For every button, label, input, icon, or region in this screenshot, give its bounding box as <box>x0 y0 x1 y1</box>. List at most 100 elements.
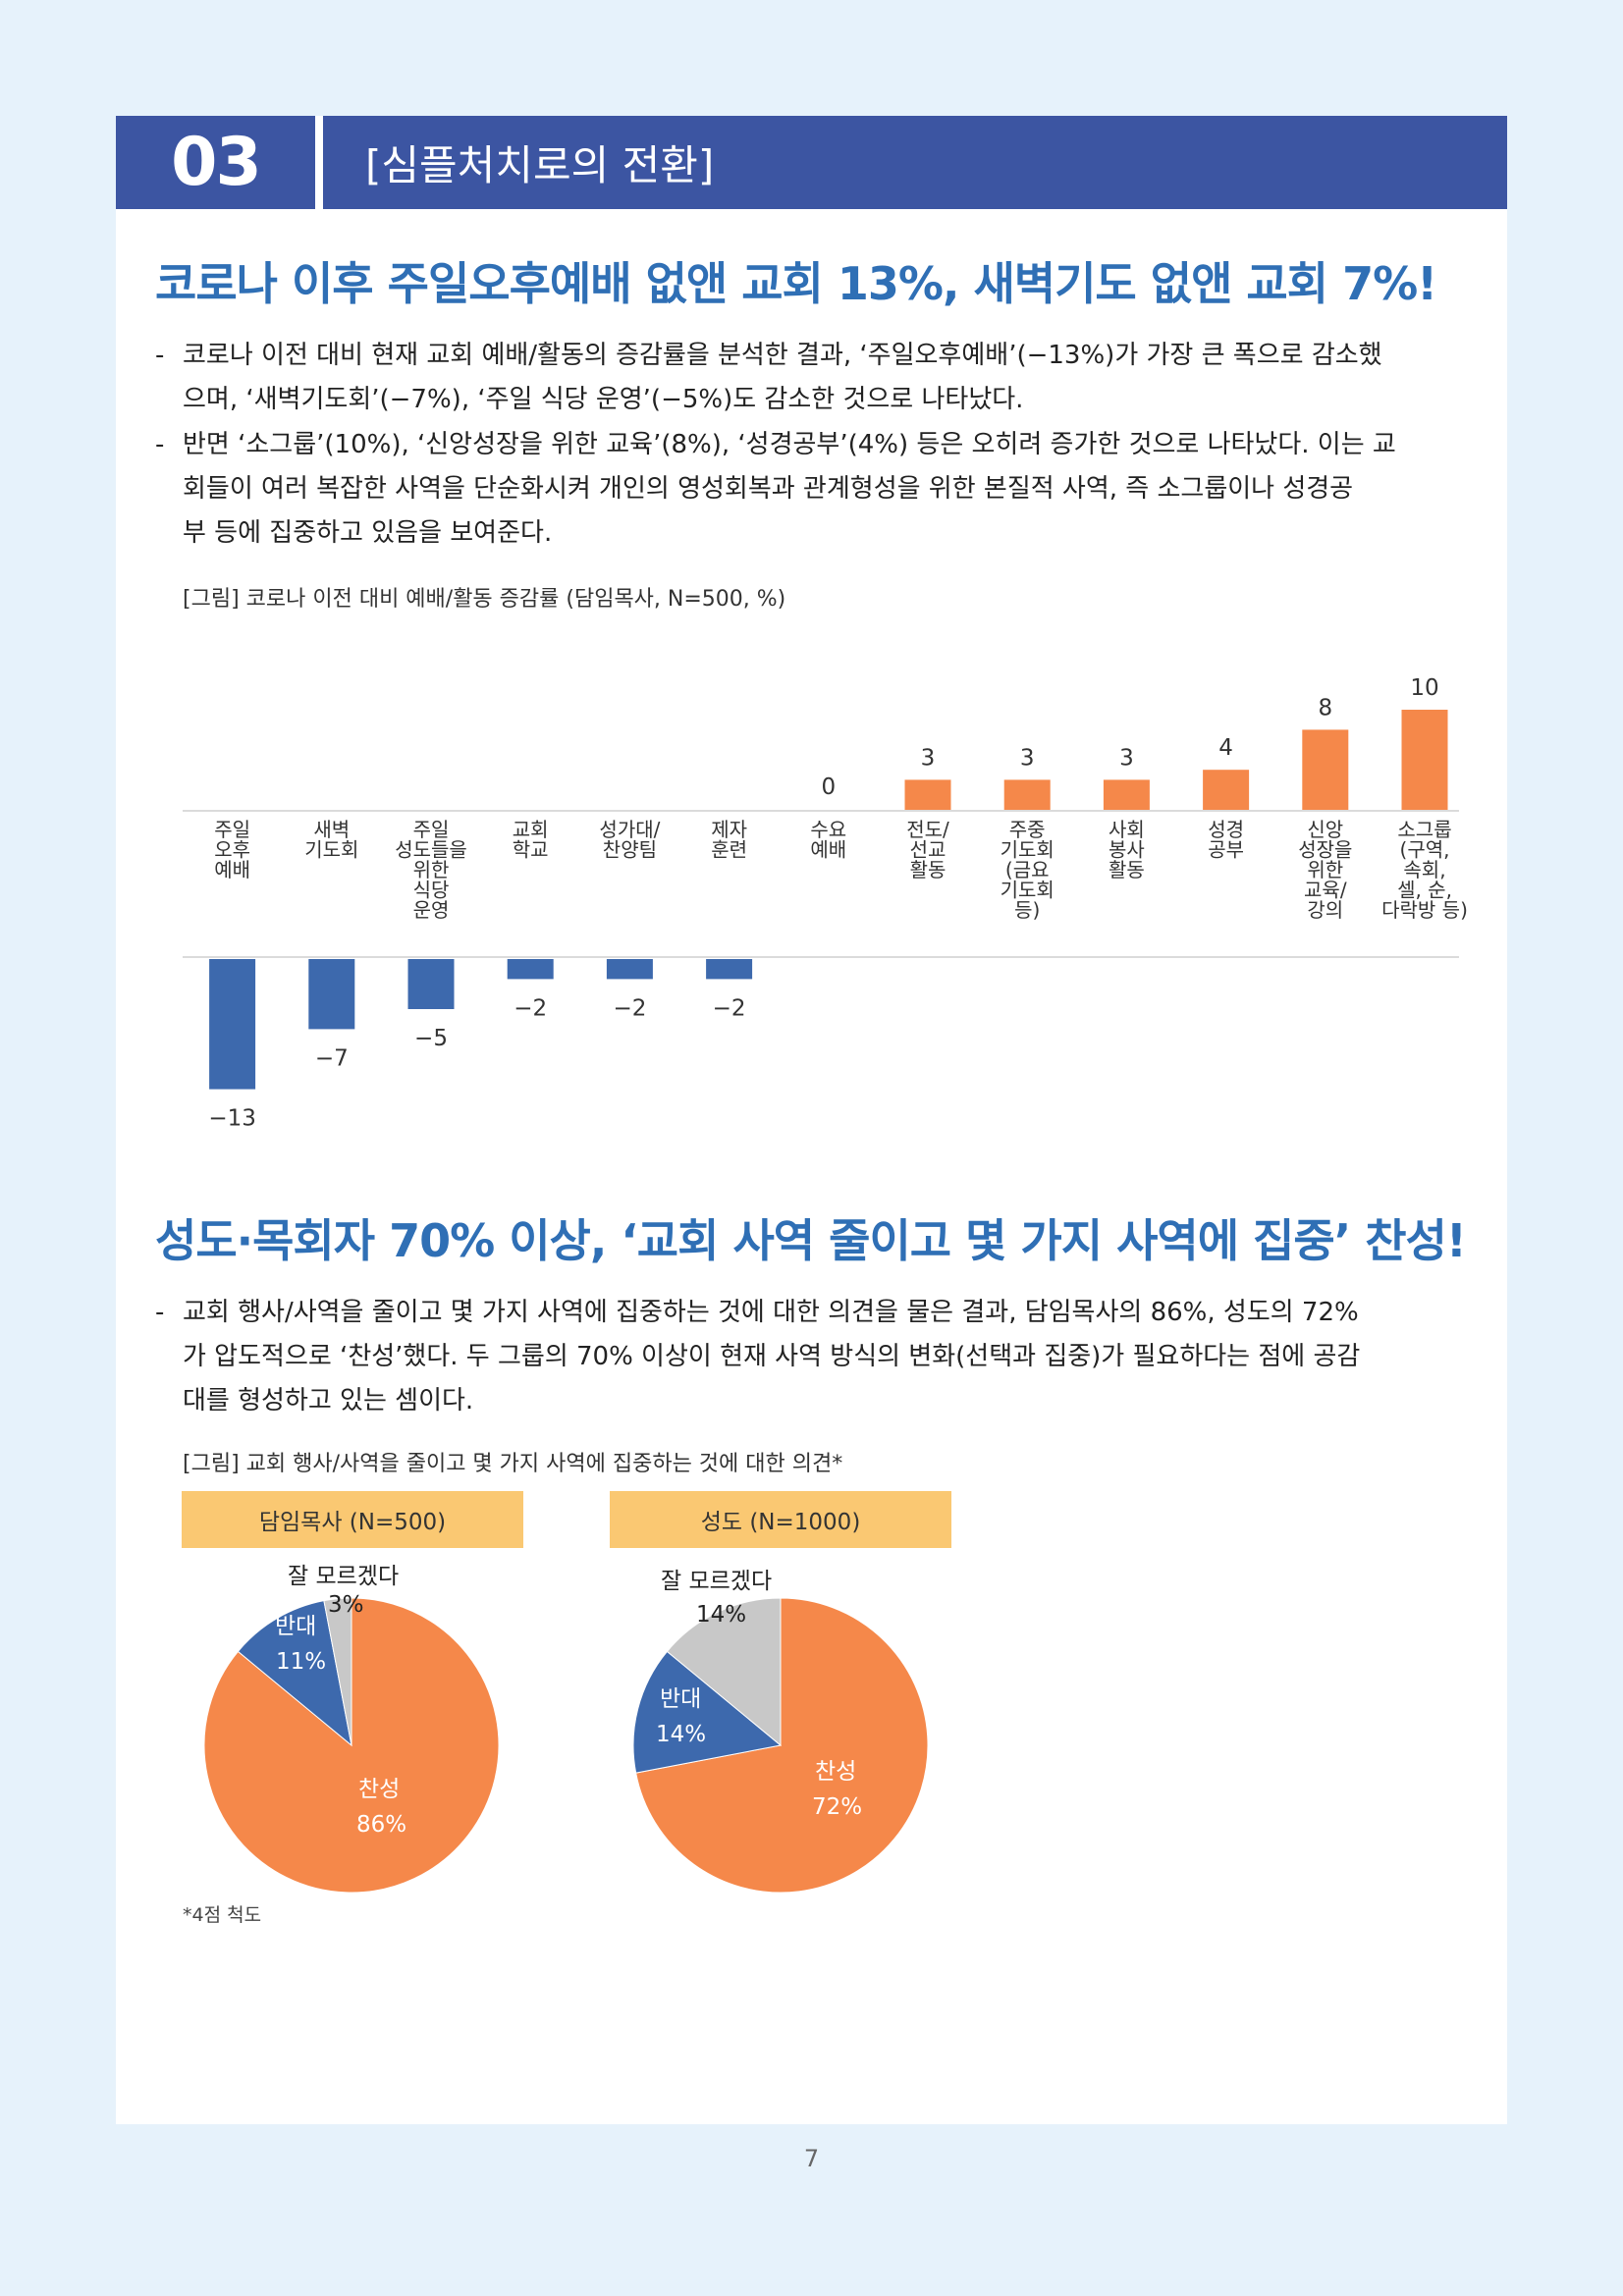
pie1-against-pct: 11% <box>276 1649 327 1675</box>
category-label: 봉사 <box>1109 838 1145 862</box>
category-label: 교육/ <box>1304 879 1347 902</box>
section-title: [심플처치로의 전환] <box>365 141 715 189</box>
bullet-line: 반면 ‘소그룹’(10%), ‘신앙성장을 위한 교육’(8%), ‘성경공부’… <box>183 430 1396 459</box>
category-label: (구역, <box>1400 838 1450 862</box>
bar <box>606 959 653 980</box>
bar-value-label: −7 <box>315 1045 349 1071</box>
category-label: 찬양팀 <box>603 838 657 862</box>
pie2-against-label: 반대 <box>660 1686 702 1712</box>
bullet-dash: - <box>155 430 165 459</box>
category-label: 공부 <box>1208 838 1244 862</box>
bar <box>1401 710 1448 810</box>
figure1-caption: [그림] 코로나 이전 대비 예배/활동 증감률 (담임목사, N=500, %… <box>183 587 786 612</box>
category-label: 기도회 <box>1001 879 1055 902</box>
category-label: 운영 <box>413 898 450 922</box>
category-label: (금요 <box>1005 858 1050 881</box>
header-divider <box>315 116 323 209</box>
bullet-line: 대를 형성하고 있는 셈이다. <box>183 1386 474 1415</box>
bar-value-label: 8 <box>1318 695 1332 721</box>
category-label: 위한 <box>413 858 450 881</box>
bar <box>209 959 256 1090</box>
category-label: 셀, 순, <box>1397 879 1452 902</box>
category-label: 훈련 <box>711 838 747 862</box>
category-label: 주일 <box>413 818 450 841</box>
bullet-line: 으며, ‘새벽기도회’(−7%), ‘주일 식당 운영’(−5%)도 감소한 것… <box>183 385 1024 414</box>
pie2-against-pct: 14% <box>656 1722 707 1747</box>
pie-slice <box>633 1650 783 1774</box>
pie1-favor-pct: 86% <box>356 1812 407 1838</box>
category-label: 주일 <box>214 818 250 841</box>
category-label: 신앙 <box>1307 818 1343 841</box>
category-label: 성장을 <box>1298 838 1352 862</box>
category-label: 활동 <box>910 858 947 881</box>
bar <box>706 959 753 980</box>
pie1-legend: 담임목사 (N=500) <box>182 1491 523 1548</box>
category-label: 활동 <box>1109 858 1145 881</box>
category-label: 오후 <box>214 838 250 862</box>
pie2-legend: 성도 (N=1000) <box>610 1491 951 1548</box>
category-label: 주중 <box>1009 818 1046 841</box>
pie-slice <box>323 1598 352 1746</box>
category-label: 성경 <box>1208 818 1244 841</box>
bar <box>904 779 951 810</box>
category-label: 기도회 <box>1001 838 1055 862</box>
category-label: 사회 <box>1109 818 1145 841</box>
bullet-dash: - <box>155 341 165 370</box>
category-label: 예배 <box>214 858 250 881</box>
section2-heading: 성도·목회자 70% 이상, ‘교회 사역 줄이고 몇 가지 사역에 집중’ 찬… <box>155 1214 1467 1267</box>
category-label: 성가대/ <box>599 818 660 841</box>
pie2-favor-label: 찬성 <box>815 1759 857 1785</box>
category-label: 교회 <box>513 818 549 841</box>
figure2-caption: [그림] 교회 행사/사역을 줄이고 몇 가지 사역에 집중하는 것에 대한 의… <box>183 1452 843 1476</box>
section-header: 03 [심플처치로의 전환] <box>116 116 1507 209</box>
category-label: 강의 <box>1307 898 1343 922</box>
page-number: 7 <box>803 2145 820 2172</box>
bar-value-label: 10 <box>1410 675 1438 701</box>
category-label: 학교 <box>513 838 549 862</box>
category-label: 기도회 <box>304 838 358 862</box>
bar-value-label: −2 <box>514 995 547 1021</box>
category-label: 성도들을 <box>395 838 467 862</box>
category-label: 예배 <box>810 838 846 862</box>
section1-bullet-2: - 반면 ‘소그룹’(10%), ‘신앙성장을 위한 교육’(8%), ‘성경공… <box>155 423 1471 556</box>
pie2-dontknow-pct: 14% <box>696 1602 747 1628</box>
section-number: 03 <box>171 124 262 201</box>
pie-slice <box>204 1598 499 1893</box>
bar <box>1302 729 1349 810</box>
bar-value-label: 4 <box>1218 735 1233 761</box>
category-label: 제자 <box>711 818 747 841</box>
bullet-line: 가 압도적으로 ‘찬성’했다. 두 그룹의 70% 이상이 현재 사역 방식의 … <box>183 1342 1361 1371</box>
bar-value-label: 3 <box>921 745 936 771</box>
category-label: 소그룹 <box>1397 818 1451 841</box>
category-label: 속회, <box>1403 858 1445 881</box>
bar-value-label: −2 <box>613 995 646 1021</box>
footnote: *4점 척도 <box>183 1904 262 1926</box>
pie1-dontknow-label: 잘 모르겠다 <box>288 1564 400 1589</box>
pie1-favor-label: 찬성 <box>358 1777 401 1802</box>
bar-value-label: 3 <box>1020 745 1035 771</box>
pie-slice <box>666 1598 782 1747</box>
bar <box>1003 779 1051 810</box>
pie-slice <box>237 1600 352 1747</box>
bar-value-label: 0 <box>821 774 836 800</box>
section2-bullet-1: - 교회 행사/사역을 줄이고 몇 가지 사역에 집중하는 것에 대한 의견을 … <box>155 1291 1471 1423</box>
category-label: 다락방 등) <box>1381 898 1468 922</box>
category-label: 식당 <box>413 879 450 902</box>
category-label: 전도/ <box>906 818 949 841</box>
pie1-against-label: 반대 <box>275 1614 317 1639</box>
category-label: 선교 <box>910 838 947 862</box>
category-label: 수요 <box>810 818 846 841</box>
section1-heading: 코로나 이후 주일오후예배 없앤 교회 13%, 새벽기도 없앤 교회 7%! <box>155 257 1437 310</box>
bar <box>308 959 355 1030</box>
category-label: 등) <box>1014 898 1040 922</box>
bullet-line: 코로나 이전 대비 현재 교회 예배/활동의 증감률을 분석한 결과, ‘주일오… <box>183 341 1382 370</box>
category-label: 위한 <box>1307 858 1343 881</box>
bullet-dash: - <box>155 1298 165 1327</box>
page-card: 03 [심플처치로의 전환] 코로나 이후 주일오후예배 없앤 교회 13%, … <box>116 116 1507 2124</box>
pie2-dontknow-label: 잘 모르겠다 <box>661 1569 773 1594</box>
bar <box>1103 779 1150 810</box>
bar <box>407 959 455 1009</box>
bar-value-label: −5 <box>414 1026 448 1051</box>
category-label: 새벽 <box>313 818 350 841</box>
bar-value-label: −13 <box>208 1106 256 1132</box>
